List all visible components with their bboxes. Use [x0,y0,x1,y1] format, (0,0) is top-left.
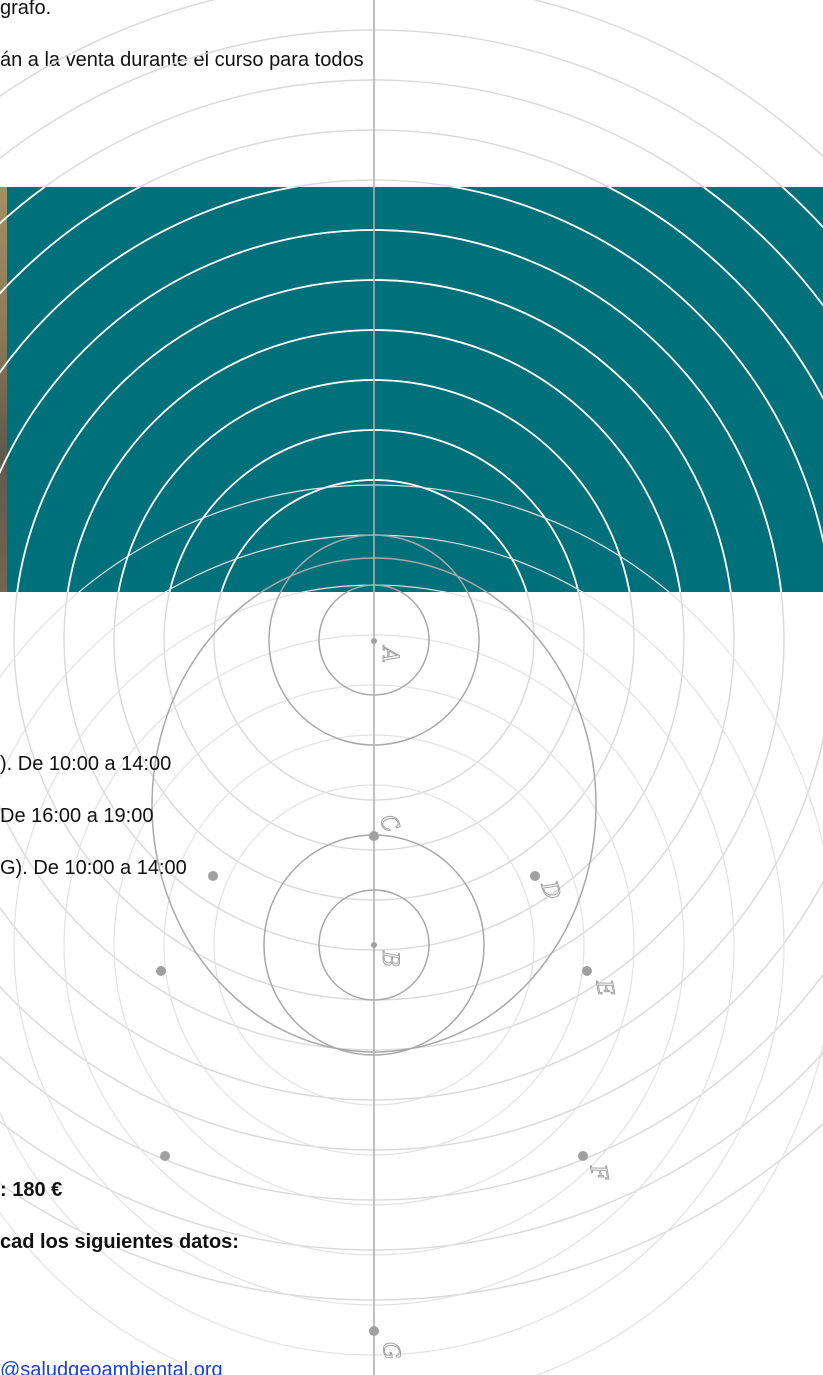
diagram-points [156,638,592,1336]
email-link[interactable]: @saludgeoambiental.org [0,1359,223,1375]
banner-photo-edge [0,187,7,592]
label-a: A [377,645,402,663]
banner-image [0,187,823,592]
label-d: D [535,877,565,903]
label-g: G [376,1340,404,1362]
schedule-item-2: De 16:00 a 19:00 [0,805,154,827]
price-text: : 180 € [0,1179,63,1201]
instructions-text: cad los siguientes datos: [0,1231,239,1253]
label-f: F [584,1162,612,1183]
label-b: B [377,950,402,967]
schedule-item-3: G). De 10:00 a 14:00 [0,857,187,879]
label-e: E [590,977,618,998]
diagram-labels: A B C D E F G [373,645,618,1362]
outer-rings-white [0,187,823,592]
schedule-item-1: ). De 10:00 a 14:00 [0,753,172,775]
intro-text-line-1: grafo. [0,0,52,19]
intro-text-line-2: án a la venta durante el curso para todo… [0,49,364,71]
